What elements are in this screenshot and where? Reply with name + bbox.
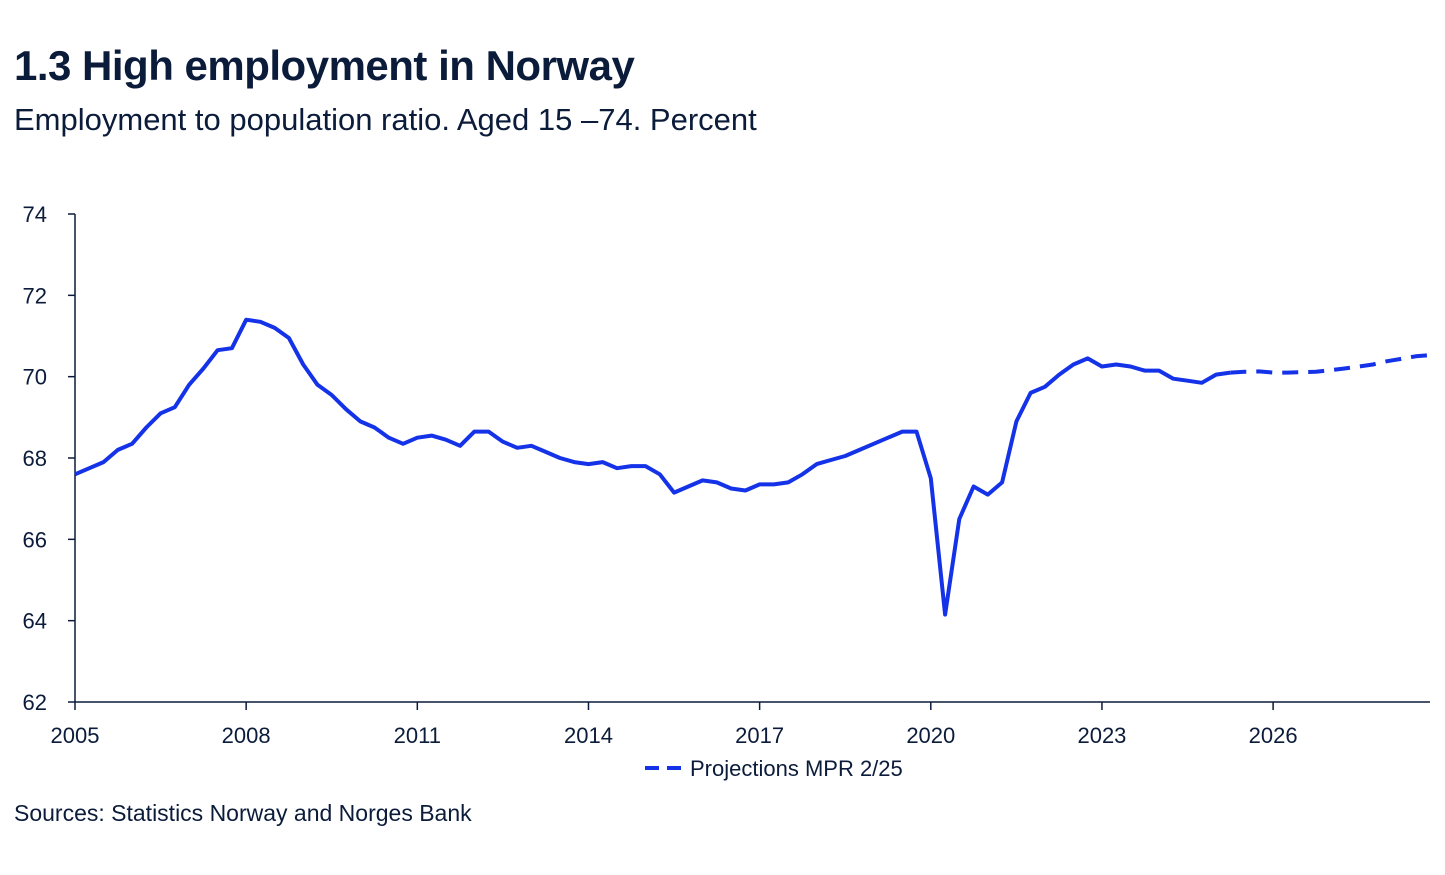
y-tick-label: 64 — [23, 609, 47, 634]
x-tick-label: 2005 — [51, 723, 100, 748]
axes: 62 64 66 68 70 72 74 2005 2008 2011 2014 2017 2020 20… — [23, 202, 1430, 748]
y-tick-label: 74 — [23, 202, 47, 227]
legend-label-projections: Projections MPR 2/25 — [690, 756, 903, 781]
x-tick-label: 2020 — [906, 723, 955, 748]
series-lines — [74, 317, 1431, 617]
x-tick-label: 2017 — [735, 723, 784, 748]
y-tick-label: 72 — [23, 283, 47, 308]
chart-title: 1.3 High employment in Norway — [14, 42, 635, 89]
projection-line — [1230, 353, 1431, 375]
y-tick-label: 70 — [23, 365, 47, 390]
chart-subtitle: Employment to population ratio. Aged 15 … — [14, 102, 757, 137]
x-tick-label: 2008 — [222, 723, 271, 748]
legend: Projections MPR 2/25 — [645, 756, 903, 781]
x-tick-label: 2014 — [564, 723, 613, 748]
source-note: Sources: Statistics Norway and Norges Ba… — [14, 800, 472, 826]
x-tick-label: 2023 — [1077, 723, 1126, 748]
y-tick-label: 66 — [23, 527, 47, 552]
y-tick-label: 68 — [23, 446, 47, 471]
x-tick-label: 2011 — [394, 723, 441, 748]
x-tick-label: 2026 — [1249, 723, 1298, 748]
employment-ratio-line — [74, 317, 1231, 617]
y-tick-label: 62 — [23, 690, 47, 715]
